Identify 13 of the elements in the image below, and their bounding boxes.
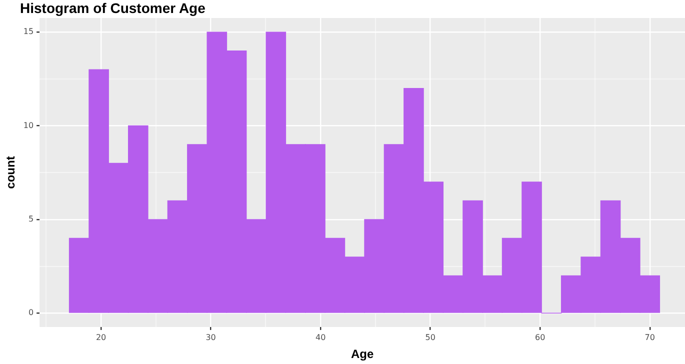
x-tick-label: 40 xyxy=(315,332,326,342)
y-tick-label: 15 xyxy=(23,27,34,36)
x-tick-label: 60 xyxy=(535,332,546,342)
y-tick-label: 5 xyxy=(28,214,34,224)
x-axis-title: Age xyxy=(350,347,374,362)
y-tick-label: 10 xyxy=(23,120,34,130)
chart-title: Histogram of Customer Age xyxy=(20,0,206,16)
y-tick-label: 0 xyxy=(28,308,34,318)
x-tick-label: 50 xyxy=(425,332,436,342)
x-tick-label: 70 xyxy=(644,332,655,342)
y-axis-title: count xyxy=(4,156,18,189)
x-tick-label: 20 xyxy=(96,332,106,342)
x-tick-label: 30 xyxy=(206,332,216,342)
